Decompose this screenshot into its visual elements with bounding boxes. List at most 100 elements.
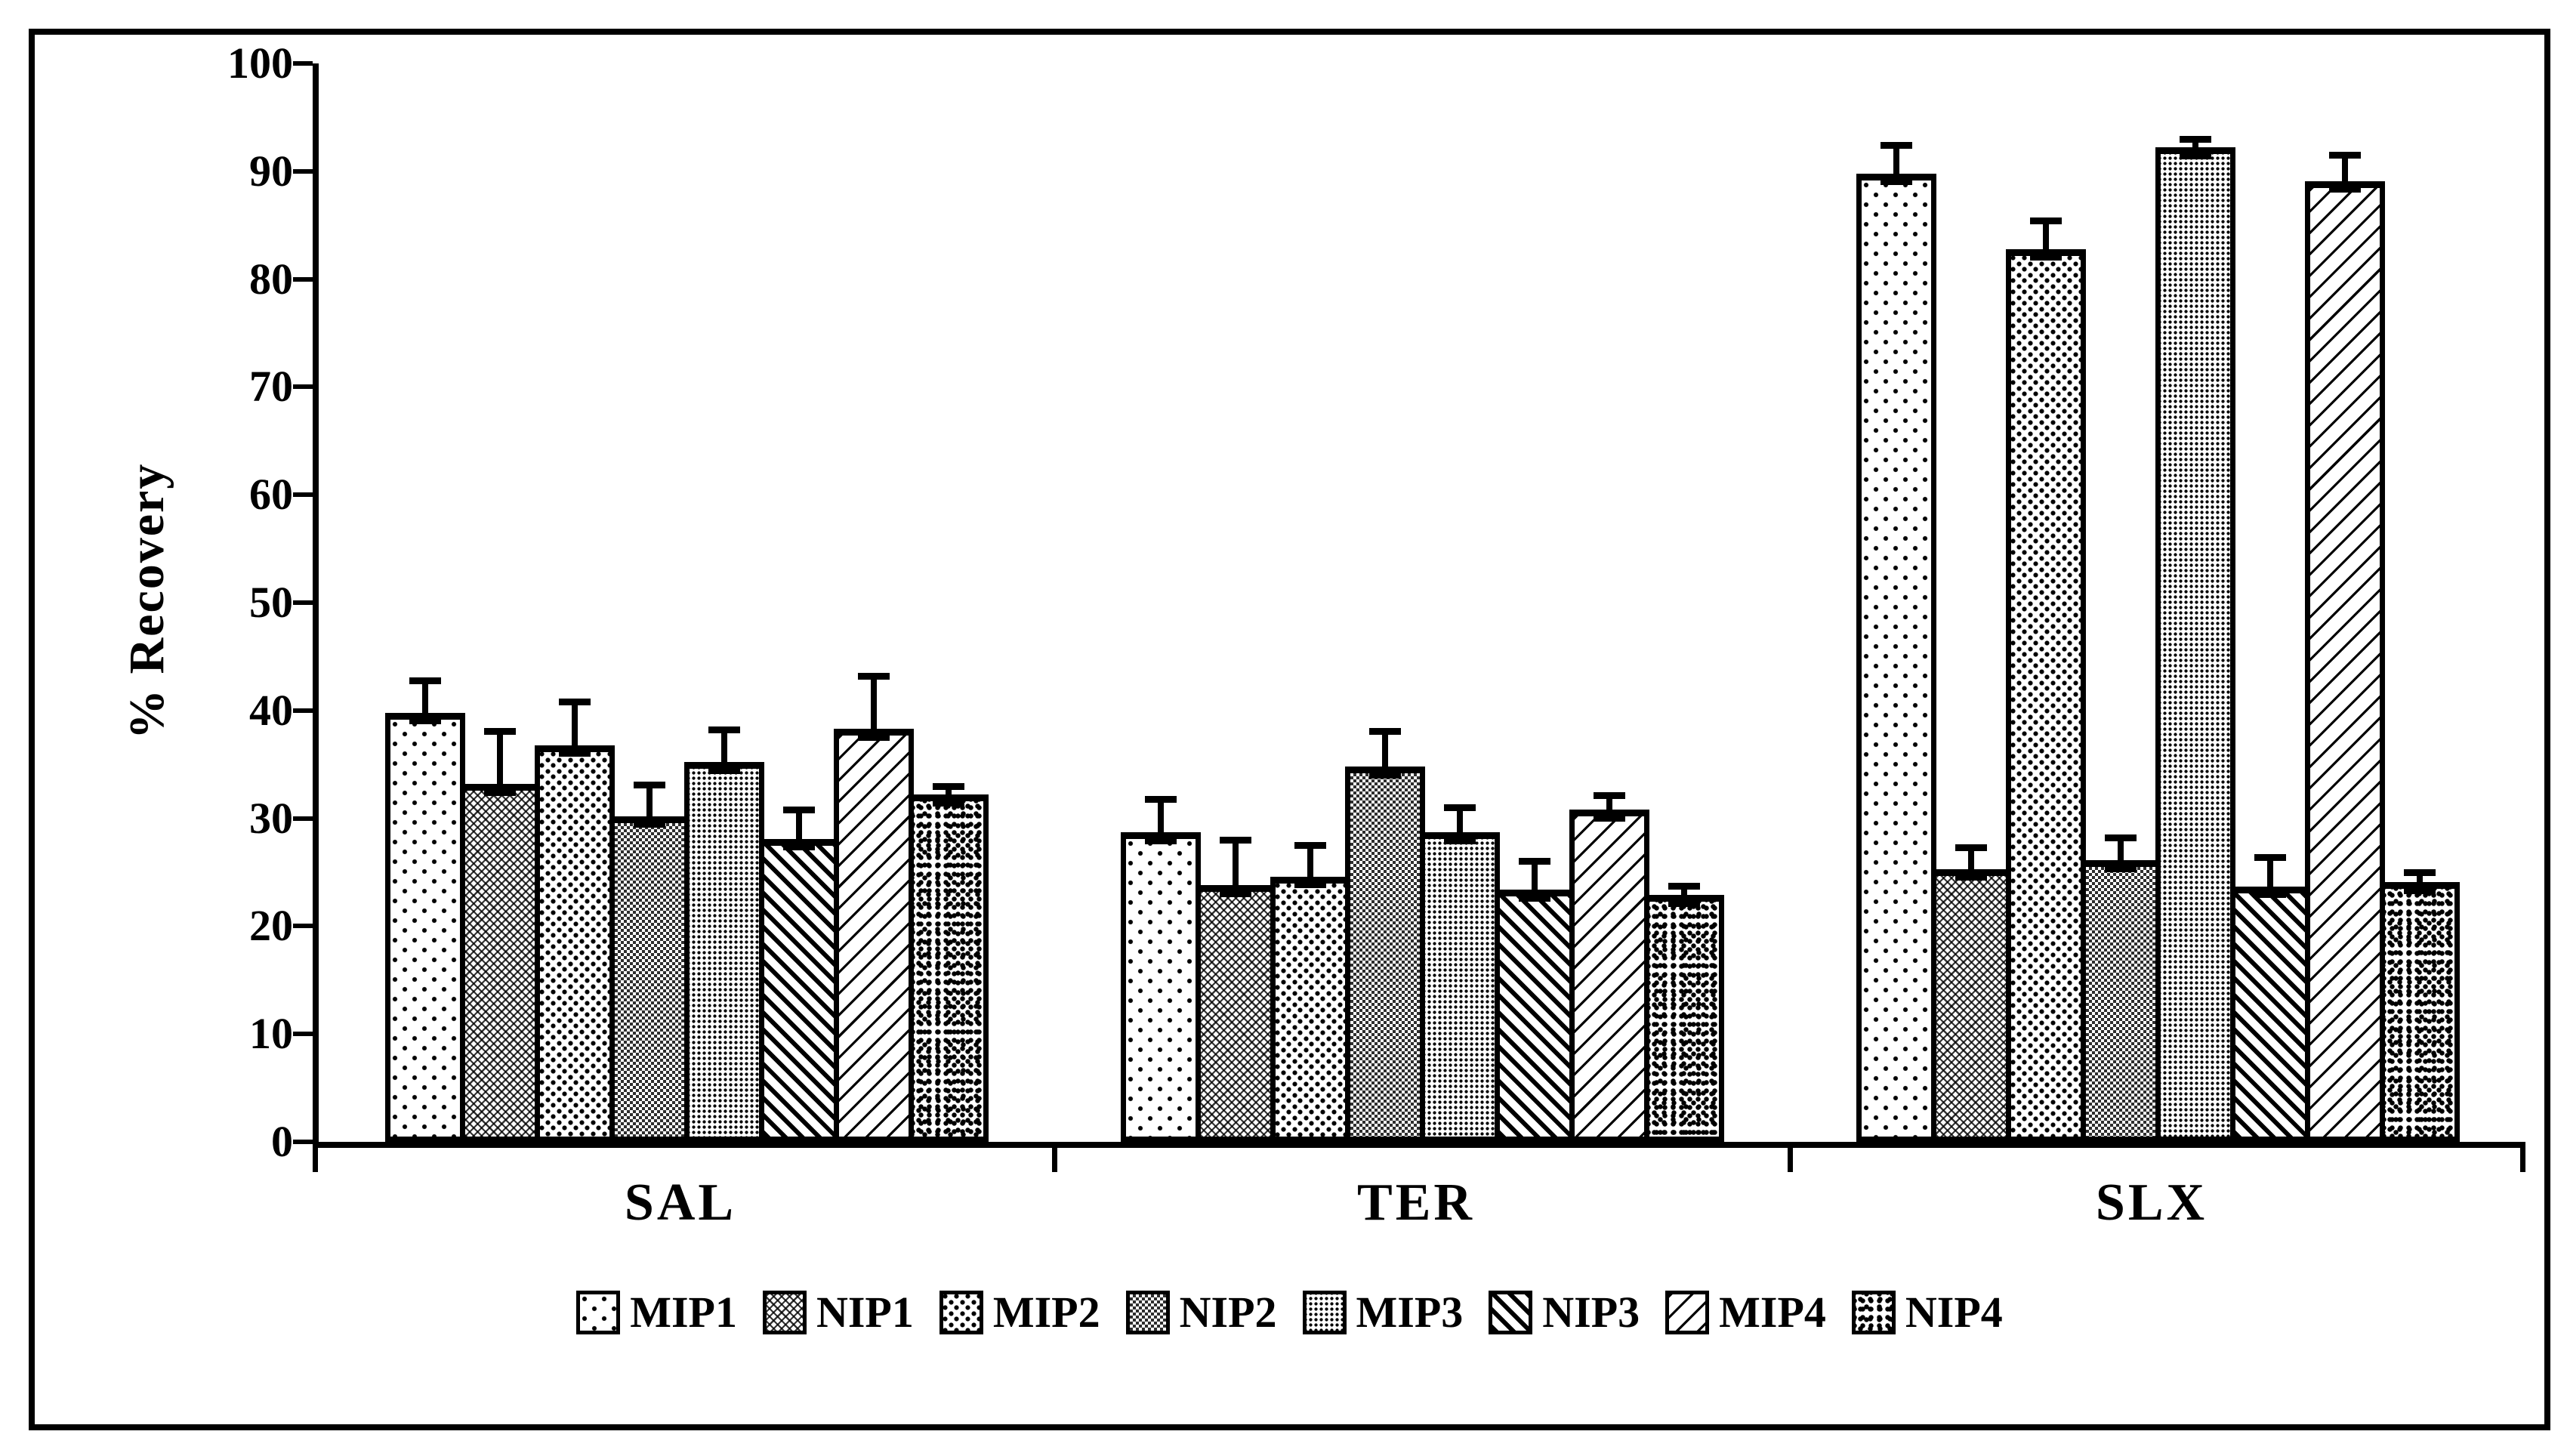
error-bar-lower-cap <box>483 788 516 796</box>
bar-nip1-sal <box>459 783 540 1142</box>
bar-mip1-ter <box>1120 832 1201 1142</box>
error-bar-lower-cap <box>1219 890 1251 897</box>
legend-item-mip2: MIP2 <box>939 1279 1100 1346</box>
error-bar-stem <box>1967 844 1974 881</box>
bar-nip2-ter <box>1344 767 1425 1142</box>
legend-item-mip3: MIP3 <box>1302 1279 1463 1346</box>
error-bar-lower-cap <box>1955 874 1987 881</box>
y-axis-tick-label: 90 <box>249 146 293 196</box>
error-bar-stem <box>571 699 578 757</box>
bar-slot <box>2229 63 2310 1142</box>
y-axis-tick <box>293 924 313 929</box>
error-bar <box>2403 868 2436 894</box>
bar-nip4-ter <box>1643 895 1724 1142</box>
error-bar <box>1443 804 1476 844</box>
error-bar-stem <box>720 726 727 775</box>
bar-group-sal <box>319 63 1054 1142</box>
bar-mip4-slx <box>2304 180 2385 1142</box>
error-bar-stem <box>1893 142 1899 186</box>
error-bar-lower-cap <box>633 821 665 828</box>
error-bar-upper-cap <box>1880 142 1912 150</box>
y-axis-tick-label: 100 <box>227 39 293 88</box>
bar-mip4-sal <box>833 729 914 1142</box>
bar-slot <box>1494 63 1575 1142</box>
error-bar-stem <box>1606 792 1612 822</box>
error-bar <box>932 782 964 807</box>
error-bar-stem <box>1307 842 1313 889</box>
error-bar-upper-cap <box>633 782 665 789</box>
sparse-dots-swatch <box>576 1291 621 1334</box>
error-bar-lower-cap <box>857 733 890 741</box>
thick-backslash-stripes-swatch <box>1489 1291 1533 1334</box>
error-bar <box>1593 792 1625 822</box>
bar-mip4-ter <box>1569 810 1649 1142</box>
error-bar-upper-cap <box>1219 836 1251 844</box>
error-bar-lower-cap <box>1443 837 1476 844</box>
x-axis-group-tick <box>313 1148 318 1172</box>
y-axis-tick-label: 10 <box>249 1009 293 1059</box>
error-bar-stem <box>2117 834 2124 872</box>
x-axis-group-tick <box>1788 1148 1793 1172</box>
error-bar <box>857 672 890 741</box>
y-axis-tick-label: 40 <box>249 685 293 735</box>
bar-nip3-sal <box>758 838 839 1142</box>
error-bar-upper-cap <box>1955 844 1987 851</box>
bar-slot <box>459 63 540 1142</box>
error-bar <box>1668 883 1700 907</box>
error-bar-upper-cap <box>2104 834 2137 842</box>
error-bar-lower-cap <box>409 717 441 725</box>
y-axis-tick <box>293 384 313 390</box>
legend-label: NIP2 <box>1179 1288 1277 1337</box>
error-bar <box>558 699 591 757</box>
bar-slot <box>2304 63 2385 1142</box>
error-bar-stem <box>2341 152 2348 193</box>
error-bar <box>1518 858 1550 902</box>
error-bar-lower-cap <box>2029 254 2062 261</box>
error-bar-upper-cap <box>483 727 516 735</box>
error-bar-lower-cap <box>1880 178 1912 186</box>
error-bar-lower-cap <box>1518 894 1550 902</box>
y-axis-tick-label: 70 <box>249 362 293 412</box>
error-bar <box>2029 217 2062 261</box>
error-bar-lower-cap <box>2403 887 2436 894</box>
bar-slot <box>1856 63 1936 1142</box>
error-bar-stem <box>646 782 653 828</box>
bar-slot <box>1270 63 1350 1142</box>
fine-checkerboard-swatch <box>1125 1291 1170 1334</box>
error-bar <box>2179 135 2211 160</box>
bar-slot <box>1419 63 1500 1142</box>
thin-slash-stripes-swatch <box>1665 1291 1710 1334</box>
error-bar <box>1368 727 1401 779</box>
bar-slot <box>2005 63 2086 1142</box>
error-bar <box>409 677 441 725</box>
bar-nip4-slx <box>2379 881 2460 1142</box>
bar-nip4-sal <box>908 794 989 1142</box>
error-bar-upper-cap <box>932 782 964 790</box>
error-bar <box>1294 842 1326 889</box>
bar-slot <box>1195 63 1276 1142</box>
legend-label: MIP2 <box>992 1288 1100 1337</box>
bar-mip2-ter <box>1270 876 1350 1142</box>
error-bar-upper-cap <box>2029 217 2062 225</box>
category-label-ter: TER <box>1357 1174 1475 1232</box>
scattered-squares-swatch <box>1851 1291 1896 1334</box>
figure-frame: % Recovery SAL TER SLX MIP1 NIP1 MIP2 NIP2 MIP… <box>29 29 2550 1430</box>
error-bar-lower-cap <box>782 844 815 851</box>
error-bar-stem <box>421 677 428 725</box>
error-bar <box>483 727 516 796</box>
error-bar-stem <box>795 806 802 851</box>
diagonal-crosshatch-swatch <box>762 1291 807 1334</box>
error-bar-stem <box>2416 868 2423 894</box>
legend-label: NIP3 <box>1542 1288 1640 1337</box>
legend-item-nip2: NIP2 <box>1125 1279 1277 1346</box>
legend-label: MIP4 <box>1719 1288 1826 1337</box>
error-bar-lower-cap <box>2254 891 2286 899</box>
error-bar-upper-cap <box>1668 883 1700 890</box>
legend-label: NIP4 <box>1905 1288 2003 1337</box>
error-bar-stem <box>870 672 877 741</box>
error-bar-lower-cap <box>1368 771 1401 779</box>
y-axis-tick <box>293 816 313 821</box>
bar-nip3-ter <box>1494 889 1575 1142</box>
error-bar-lower-cap <box>1294 881 1326 889</box>
bar-mip1-slx <box>1856 173 1936 1142</box>
